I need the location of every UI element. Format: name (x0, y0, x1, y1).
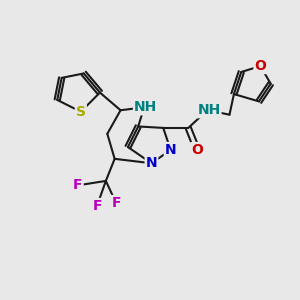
Text: N: N (146, 156, 157, 170)
Text: O: O (254, 59, 266, 73)
Text: N: N (165, 143, 176, 157)
Text: S: S (76, 105, 86, 119)
Text: NH: NH (134, 100, 157, 114)
Text: O: O (191, 143, 203, 157)
Text: NH: NH (197, 103, 220, 117)
Text: F: F (73, 178, 83, 192)
Text: F: F (92, 199, 102, 213)
Text: F: F (111, 196, 121, 210)
